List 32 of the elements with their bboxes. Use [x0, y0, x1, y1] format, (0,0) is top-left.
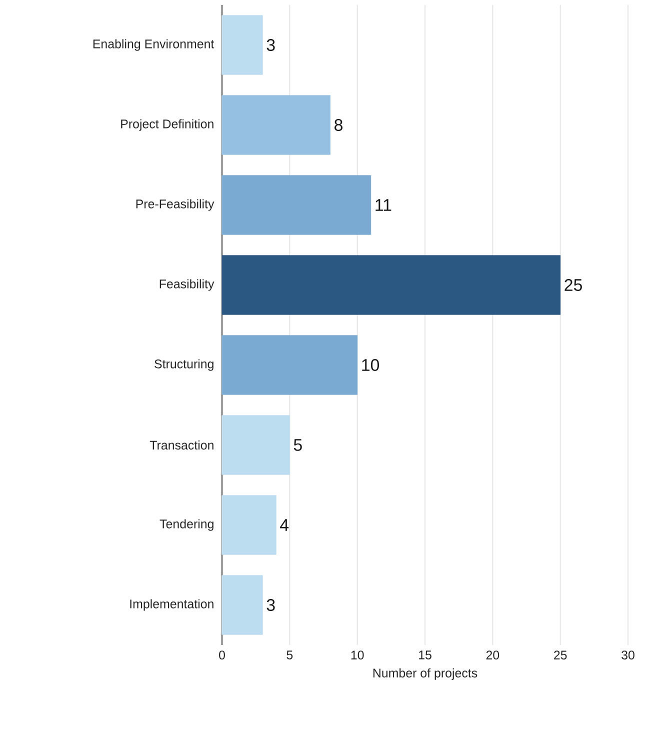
data-label: 8 [334, 119, 342, 132]
y-tick-label: Tendering [160, 519, 214, 531]
y-tick-label: Pre-Feasibility [136, 199, 214, 211]
bar [222, 95, 330, 155]
x-tick-label: 20 [486, 650, 500, 660]
x-tick-label: 10 [351, 650, 364, 660]
bar [222, 415, 290, 475]
bar [222, 575, 263, 635]
y-tick-label: Implementation [130, 599, 214, 611]
data-label: 11 [376, 199, 392, 211]
x-tick-label: 0 [219, 650, 225, 660]
data-label: 3 [266, 39, 275, 52]
bar [222, 335, 358, 395]
bar [222, 495, 276, 555]
bar [222, 175, 372, 235]
data-label: 3 [266, 599, 275, 612]
x-tick-label: 30 [622, 650, 634, 660]
bar [222, 15, 263, 75]
y-tick-label: Project Definition [121, 119, 214, 131]
y-tick-label: Transaction [150, 440, 214, 450]
x-tick-label: 25 [554, 650, 567, 660]
data-label: 5 [294, 439, 302, 451]
y-tick-label: Feasibility [160, 279, 214, 291]
x-axis-title: Number of projects [373, 668, 478, 680]
y-tick-label: Structuring [154, 359, 214, 371]
data-label: 4 [280, 519, 289, 531]
x-tick-label: 5 [286, 650, 293, 660]
data-label: 10 [362, 359, 380, 372]
x-tick-label: 15 [419, 650, 432, 660]
y-tick-label: Enabling Environment [93, 39, 214, 51]
data-label: 25 [564, 279, 582, 292]
bar [222, 255, 561, 315]
